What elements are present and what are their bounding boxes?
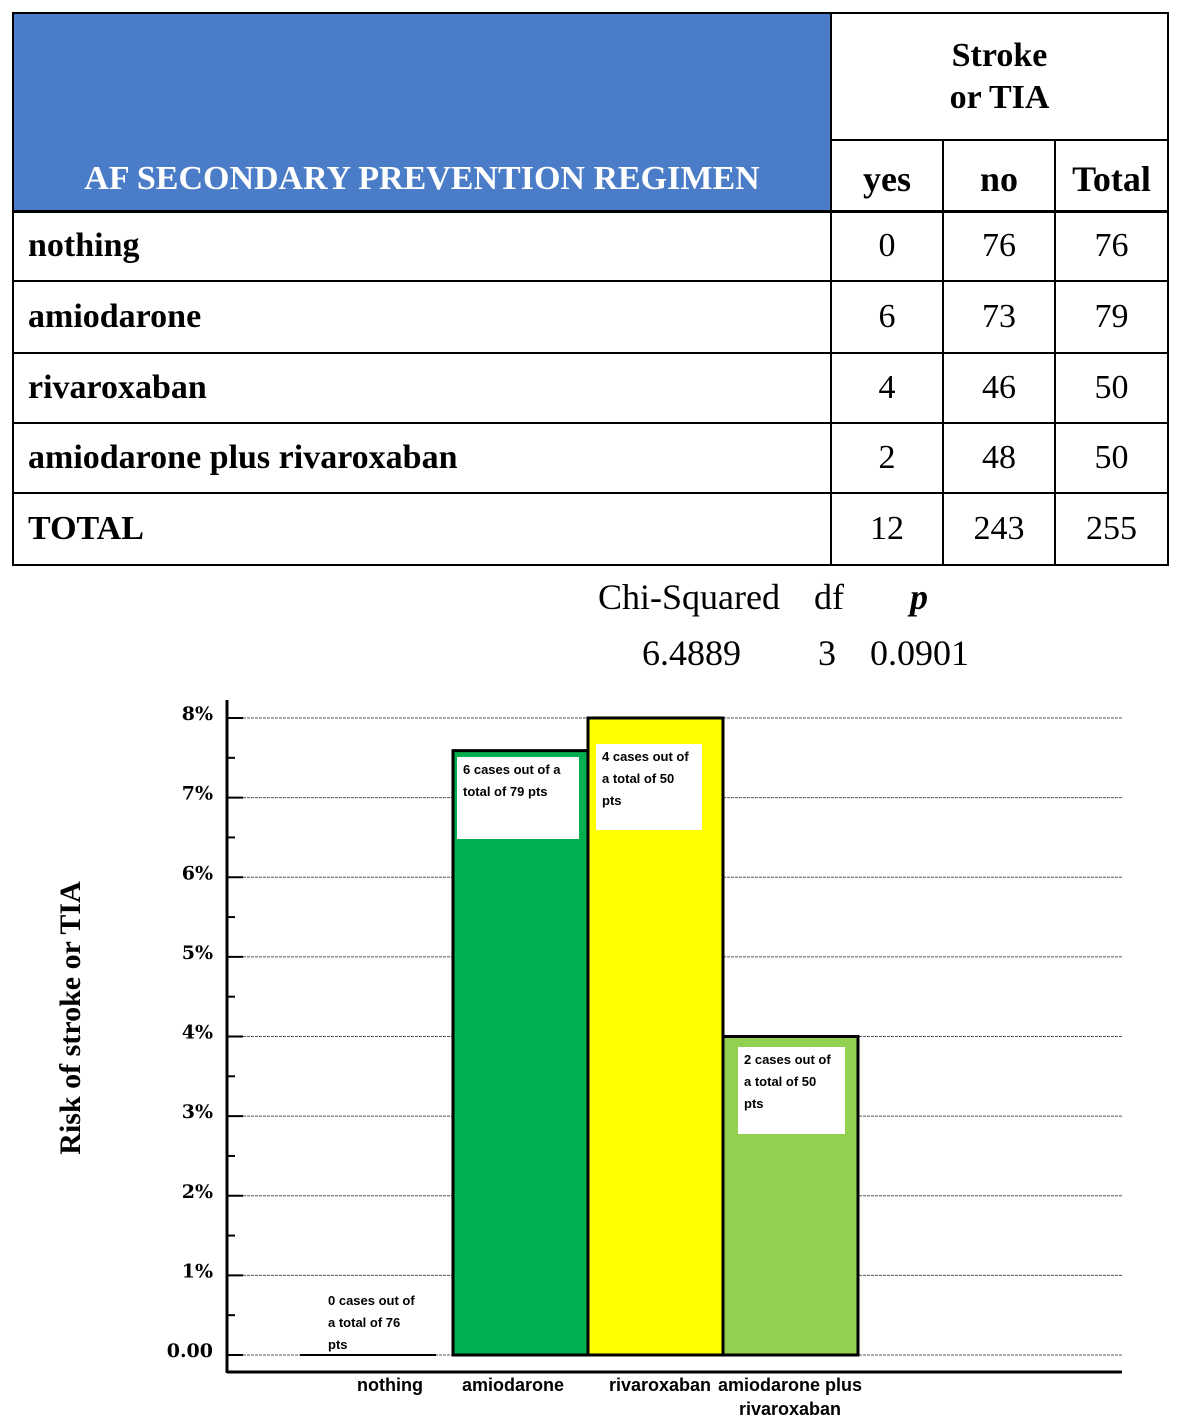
table-row: amiodarone plus rivaroxaban 2 48 50 <box>12 422 1170 494</box>
y-tick-label: 8% <box>182 703 213 725</box>
bar-nothing <box>300 1354 436 1356</box>
bar-annotation: 4 cases out of <box>602 749 689 764</box>
bar-annotation: a total of 50 <box>602 771 674 786</box>
bar-annotation: pts <box>744 1096 764 1111</box>
cell-yes: 4 <box>830 352 944 424</box>
chi-squared-value: 6.4889 <box>642 633 741 673</box>
cell-total: 50 <box>1053 352 1170 424</box>
x-category-label: nothing <box>357 1375 423 1395</box>
cell-no: 73 <box>942 280 1056 354</box>
cell-total: 255 <box>1053 492 1170 566</box>
y-tick-label: 4% <box>182 1022 213 1044</box>
x-category-label: amiodarone plus <box>718 1375 862 1395</box>
cell-total: 50 <box>1053 422 1170 494</box>
regimen-header: AF SECONDARY PREVENTION REGIMEN <box>12 12 832 213</box>
bar-annotation: a total of 76 <box>328 1315 400 1330</box>
table-row: amiodarone 6 73 79 <box>12 280 1170 354</box>
cell-total: 76 <box>1053 210 1170 282</box>
y-tick-label: 3% <box>182 1101 213 1123</box>
bar-amiodarone <box>451 749 590 1357</box>
x-category-label: rivaroxaban <box>739 1399 841 1419</box>
col-no-header: no <box>942 139 1056 213</box>
table-row: rivaroxaban 4 46 50 <box>12 352 1170 424</box>
bar-annotation: a total of 50 <box>744 1074 816 1089</box>
cell-no: 48 <box>942 422 1056 494</box>
y-tick-label: 6% <box>182 862 213 884</box>
table-row: nothing 0 76 76 <box>12 210 1170 282</box>
bar-annotation: pts <box>602 793 622 808</box>
contingency-table: AF SECONDARY PREVENTION REGIMEN Stroke o… <box>12 12 1170 566</box>
y-tick-label: 1% <box>182 1260 213 1282</box>
annotation-box <box>596 744 702 830</box>
df-label: df <box>814 577 844 617</box>
cell-total: 79 <box>1053 280 1170 354</box>
cell-yes: 6 <box>830 280 944 354</box>
row-label: amiodarone plus rivaroxaban <box>12 422 832 494</box>
chi-squared-label: Chi-Squared <box>598 577 780 617</box>
p-value: 0.0901 <box>870 633 969 673</box>
col-total-header: Total <box>1053 139 1170 213</box>
cell-yes: 12 <box>830 492 944 566</box>
y-tick-label: 2% <box>182 1181 213 1203</box>
y-tick-label: 5% <box>182 942 213 964</box>
cell-no: 243 <box>942 492 1056 566</box>
y-tick-label: 0.00 <box>167 1340 213 1362</box>
cell-yes: 0 <box>830 210 944 282</box>
row-label: rivaroxaban <box>12 352 832 424</box>
p-label: p <box>910 577 928 617</box>
annotation-box <box>738 1047 845 1134</box>
bar-annotation: 2 cases out of <box>744 1052 831 1067</box>
df-value: 3 <box>818 633 836 673</box>
row-label: nothing <box>12 210 832 282</box>
row-label: TOTAL <box>12 492 832 566</box>
table-row-total: TOTAL 12 243 255 <box>12 492 1170 566</box>
y-tick-label: 7% <box>182 783 213 805</box>
bar-annotation: pts <box>328 1337 348 1352</box>
risk-bar-chart: 0.00 1% 2% 3% 4% 5% 6% 7% 8% 0 cases out of a tota… <box>54 700 1122 1419</box>
stroke-tia-header: Stroke or TIA <box>829 12 1170 141</box>
x-category-label: rivaroxaban <box>609 1375 711 1395</box>
col-yes-header: yes <box>830 139 944 213</box>
row-label: amiodarone <box>12 280 832 354</box>
annotation-box <box>457 757 579 839</box>
x-category-label: amiodarone <box>462 1375 564 1395</box>
cell-no: 76 <box>942 210 1056 282</box>
bar-annotation: total of 79 pts <box>463 784 548 799</box>
cell-no: 46 <box>942 352 1056 424</box>
bar-annotation: 0 cases out of <box>328 1293 415 1308</box>
bar-annotation: 6 cases out of a <box>463 762 561 777</box>
y-axis-title: Risk of stroke or TIA <box>54 881 87 1155</box>
cell-yes: 2 <box>830 422 944 494</box>
